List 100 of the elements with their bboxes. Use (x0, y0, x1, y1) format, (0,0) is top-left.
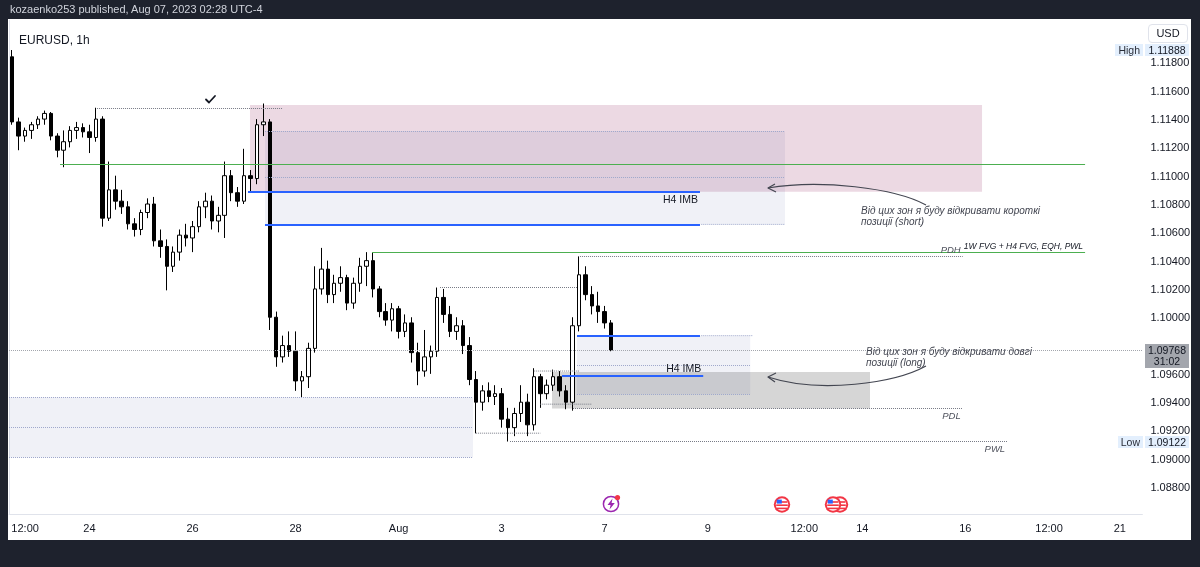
candlestick (242, 148, 246, 205)
candlestick (506, 407, 510, 443)
candlestick (583, 265, 588, 301)
x-tick-label: Aug (388, 521, 409, 534)
candlestick (319, 247, 324, 296)
x-tick-label: 28 (289, 521, 302, 534)
candlestick (10, 49, 14, 126)
y-axis-title: USD (1148, 24, 1188, 43)
candlestick (441, 288, 446, 324)
x-tick-label: 7 (601, 521, 608, 534)
ref-line-label: PDL (942, 410, 961, 422)
candlestick (403, 313, 407, 338)
candlestick (590, 285, 594, 315)
text: kozaenko253 published, Aug 07, 2023 02:28 UTC-4 (10, 3, 263, 16)
candlestick (422, 329, 427, 378)
candlestick (16, 117, 21, 151)
y-tick-label: 1.10600 (1150, 226, 1191, 239)
candlestick (184, 223, 188, 247)
x-tick-label: 9 (704, 521, 711, 534)
x-tick-label: 12:00 (11, 521, 39, 534)
y-tick-label: 1.09000 (1150, 452, 1191, 465)
x-tick-label: 12:00 (1035, 521, 1063, 534)
ref-line-label: PWL (984, 443, 1006, 455)
candlestick (68, 125, 72, 148)
x-tick-label: 16 (959, 521, 972, 534)
candlestick (177, 228, 182, 262)
candlestick (81, 122, 85, 138)
candlestick (564, 384, 568, 410)
y-tick-label: 1.11000 (1150, 169, 1190, 182)
candlestick (499, 387, 504, 429)
y-tick-label: 1.11400 (1150, 113, 1190, 126)
candlestick (313, 265, 317, 354)
candlestick (268, 118, 272, 331)
y-tick-label: 1.09600 (1150, 367, 1191, 380)
x-tick-label: 3 (498, 521, 505, 534)
text: 1.11888 (1145, 44, 1189, 56)
candlestick (435, 287, 439, 358)
annotation: Low (1117, 435, 1143, 448)
candlestick (345, 274, 349, 311)
candlestick (532, 367, 536, 431)
candlestick (274, 311, 278, 368)
candlestick (293, 330, 298, 392)
candlestick (158, 228, 163, 259)
x-tick-label: 26 (186, 521, 199, 534)
annotation: Від цих зон я буду відкривати довгі позиції (long) (866, 346, 1033, 368)
y-tick-label: 1.09200 (1150, 424, 1191, 437)
candlestick (525, 393, 530, 437)
candlestick (49, 111, 53, 141)
candlestick (255, 118, 259, 185)
candlestick (87, 124, 92, 154)
annotation: Від цих зон я буду відкривати короткі позиції (short) (861, 205, 1042, 228)
candlestick (280, 335, 285, 364)
candlestick (132, 217, 137, 238)
y-tick-label: 1.10000 (1150, 311, 1191, 324)
candlestick (74, 121, 79, 140)
x-tick-label: 24 (83, 521, 96, 534)
x-tick-label: 21 (1113, 521, 1126, 534)
candlestick (126, 200, 130, 230)
candlestick (235, 186, 240, 208)
candlestick (190, 220, 195, 253)
y-tick-label: 1.11200 (1150, 141, 1190, 154)
candlestick (429, 345, 433, 375)
candlestick (461, 319, 465, 355)
candlestick (396, 305, 401, 339)
candlestick (203, 192, 208, 219)
candlestick (23, 127, 27, 143)
candlestick (557, 370, 562, 398)
candlestick (306, 342, 311, 389)
ref-line-label: H4 IMB (662, 193, 698, 206)
candlestick (326, 260, 330, 304)
candlestick (300, 370, 304, 399)
x-tick-label: 12:00 (790, 521, 819, 534)
candlestick (338, 265, 343, 293)
candlestick (551, 369, 555, 392)
y-tick-label: 1.11800 (1150, 56, 1190, 69)
text: 1.09122 (1145, 435, 1189, 448)
candlestick (602, 305, 607, 330)
y-tick-label: 1.10400 (1150, 254, 1191, 267)
candlestick (512, 407, 517, 437)
candlestick (474, 370, 478, 434)
candlestick (94, 107, 98, 143)
candlestick (107, 161, 111, 222)
candlestick (42, 110, 47, 126)
candlestick (36, 115, 40, 130)
annotation: High (1115, 44, 1143, 56)
candlestick (371, 251, 375, 298)
candlestick (570, 316, 575, 412)
candlestick (29, 121, 34, 140)
x-tick-label: 14 (856, 521, 869, 534)
candlestick (351, 277, 356, 310)
y-tick-label: 1.10200 (1150, 282, 1191, 295)
candlestick (416, 342, 420, 386)
candlestick (577, 255, 581, 332)
candlestick (448, 305, 452, 338)
y-tick-label: 1.10800 (1150, 198, 1191, 211)
candlestick (229, 169, 233, 202)
candlestick (364, 251, 369, 287)
candlestick (519, 384, 523, 423)
ref-line-label: H4 IMB (666, 361, 702, 374)
candlestick (152, 196, 156, 247)
